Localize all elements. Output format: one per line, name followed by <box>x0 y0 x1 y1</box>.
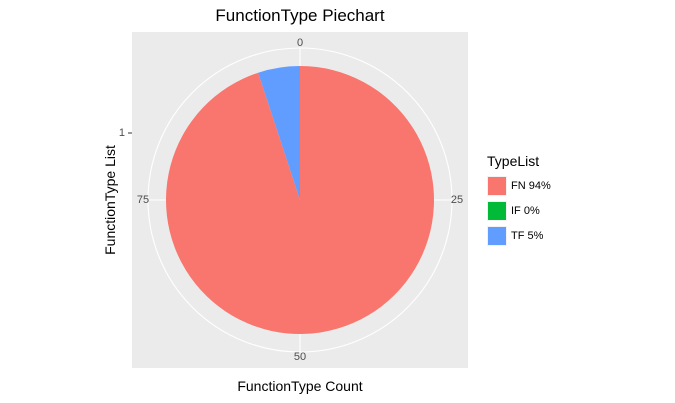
legend-key <box>487 226 507 246</box>
legend-label: FN 94% <box>511 180 551 192</box>
theta-tick-label-25: 25 <box>451 194 463 206</box>
x-axis-label: FunctionType Count <box>237 378 363 394</box>
legend-item: IF 0% <box>487 199 551 223</box>
legend: TypeList FN 94% IF 0% TF 5% <box>487 153 551 249</box>
y-tick-label: 1 <box>119 127 125 139</box>
chart-title: FunctionType Piechart <box>215 6 385 25</box>
theta-tick-label-75: 75 <box>137 194 149 206</box>
legend-swatch <box>488 227 506 245</box>
theta-tick-label-0: 0 <box>297 37 303 49</box>
legend-item: FN 94% <box>487 174 551 198</box>
legend-key <box>487 201 507 221</box>
legend-key <box>487 176 507 196</box>
legend-item: TF 5% <box>487 224 551 248</box>
legend-items: FN 94% IF 0% TF 5% <box>487 174 551 248</box>
legend-swatch <box>488 177 506 195</box>
legend-title: TypeList <box>487 153 540 169</box>
legend-label: TF 5% <box>511 230 544 242</box>
theta-tick-label-50: 50 <box>294 351 306 363</box>
legend-label: IF 0% <box>511 205 540 217</box>
pie-slice-tf <box>258 66 300 200</box>
pie-slice-fn <box>166 66 435 334</box>
legend-swatch <box>488 202 506 220</box>
